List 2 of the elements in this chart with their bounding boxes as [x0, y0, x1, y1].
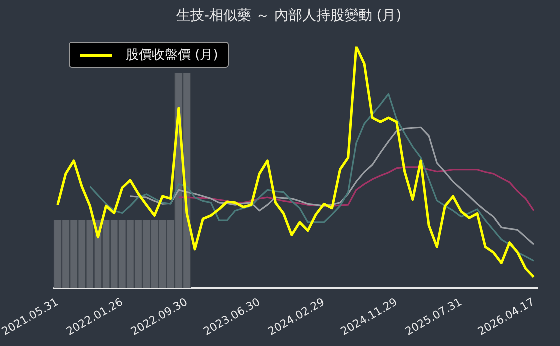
legend-label: 股價收盤價 (月): [126, 47, 218, 64]
chart-title: 生技-相似藥 ～ 內部人持股變動 (月): [176, 8, 402, 24]
